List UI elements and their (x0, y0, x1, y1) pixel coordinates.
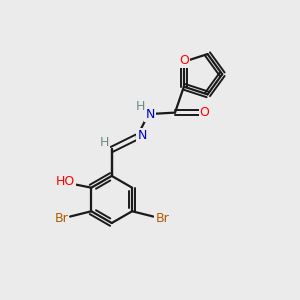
Text: Br: Br (155, 212, 169, 224)
Text: N: N (137, 129, 147, 142)
Text: N: N (145, 108, 155, 121)
Text: H: H (100, 136, 109, 149)
Text: O: O (200, 106, 209, 119)
Text: HO: HO (56, 175, 75, 188)
Text: O: O (179, 54, 189, 67)
Text: H: H (136, 100, 145, 113)
Text: Br: Br (54, 212, 68, 224)
